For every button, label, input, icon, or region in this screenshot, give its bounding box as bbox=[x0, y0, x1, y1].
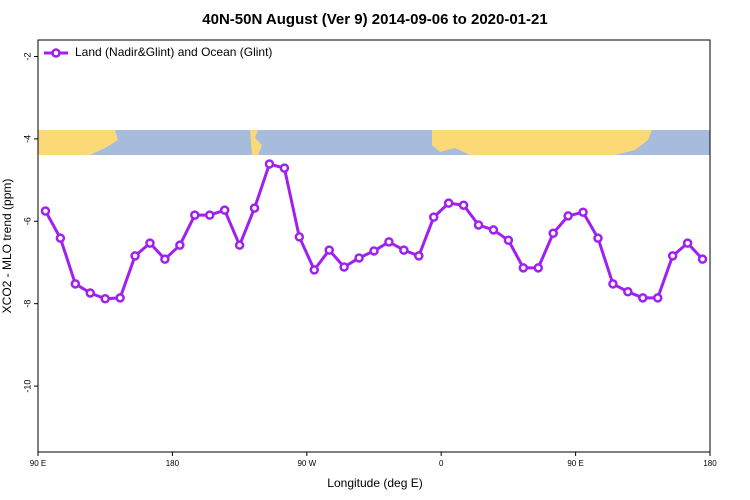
data-point bbox=[160, 254, 170, 264]
data-point bbox=[548, 228, 558, 238]
y-axis-label: XCO2 - MLO trend (ppm) bbox=[0, 179, 14, 314]
data-point bbox=[578, 207, 588, 217]
data-point bbox=[339, 262, 349, 272]
data-point bbox=[384, 237, 394, 247]
x-axis-label: Longitude (deg E) bbox=[327, 476, 422, 490]
data-point bbox=[40, 206, 51, 216]
legend-label: Land (Nadir&Glint) and Ocean (Glint) bbox=[75, 45, 272, 59]
y-tick-label: -4 bbox=[22, 135, 32, 143]
data-point bbox=[279, 163, 290, 173]
plot-frame bbox=[37, 39, 711, 453]
x-tick-label: 180 bbox=[166, 459, 180, 468]
data-point bbox=[563, 211, 573, 221]
x-tick-label: 180 bbox=[703, 459, 717, 468]
map-band bbox=[38, 130, 710, 155]
data-point bbox=[130, 251, 140, 261]
data-point bbox=[309, 265, 320, 275]
data-point bbox=[533, 263, 544, 273]
data-point bbox=[458, 200, 469, 210]
data-point bbox=[115, 293, 125, 303]
data-point bbox=[518, 263, 529, 273]
data-point bbox=[399, 245, 409, 255]
data-point bbox=[324, 245, 334, 255]
y-tick-label: -8 bbox=[22, 300, 32, 308]
data-point bbox=[428, 212, 439, 222]
data-point bbox=[100, 293, 110, 304]
data-point bbox=[55, 233, 66, 243]
y-tick-label: -10 bbox=[22, 380, 32, 393]
series-line bbox=[44, 162, 704, 301]
data-point bbox=[697, 254, 708, 264]
data-point bbox=[175, 240, 185, 250]
data-point bbox=[593, 233, 603, 243]
y-tick-label: -2 bbox=[22, 52, 32, 60]
data-point bbox=[488, 225, 499, 235]
data-point bbox=[473, 220, 484, 230]
data-point bbox=[85, 288, 96, 298]
x-tick-label: 90 W bbox=[297, 459, 316, 468]
legend-marker bbox=[51, 48, 61, 58]
data-point bbox=[682, 238, 693, 248]
data-point bbox=[190, 210, 200, 220]
data-point bbox=[414, 251, 424, 261]
data-point bbox=[652, 293, 663, 303]
data-point bbox=[249, 203, 260, 213]
data-point bbox=[219, 205, 230, 215]
data-point bbox=[503, 235, 514, 245]
data-point bbox=[623, 286, 633, 297]
x-tick-label: 0 bbox=[439, 459, 444, 468]
data-point bbox=[638, 293, 648, 303]
data-point bbox=[294, 232, 305, 242]
y-tick-label: -6 bbox=[22, 217, 32, 225]
x-tick-label: 90 E bbox=[30, 459, 46, 468]
data-point bbox=[70, 279, 81, 289]
data-point bbox=[443, 198, 454, 208]
data-point bbox=[354, 253, 364, 263]
data-point bbox=[369, 246, 379, 256]
data-point bbox=[204, 210, 215, 220]
data-point bbox=[667, 251, 678, 261]
data-point bbox=[608, 279, 618, 289]
chart-title: 40N-50N August (Ver 9) 2014-09-06 to 202… bbox=[202, 11, 547, 28]
data-point bbox=[145, 238, 155, 248]
data-point bbox=[234, 240, 245, 250]
data-point bbox=[264, 159, 275, 169]
x-tick-label: 90 E bbox=[567, 459, 583, 468]
